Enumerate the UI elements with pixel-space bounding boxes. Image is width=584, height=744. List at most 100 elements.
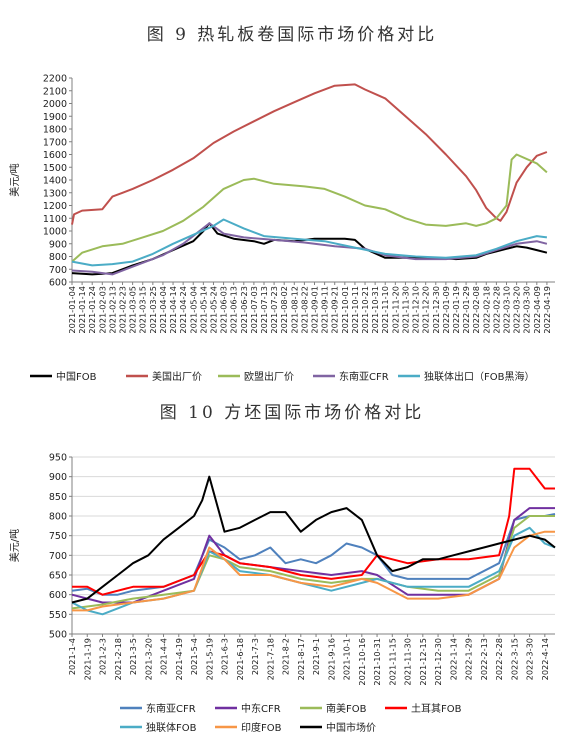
legend-label: 东南亚CFR bbox=[339, 370, 389, 383]
x-tick-label: 2021-11-15 bbox=[387, 638, 397, 686]
x-tick-label: 2022-1-14 bbox=[448, 638, 458, 680]
x-tick-label: 2021-08-02 bbox=[279, 286, 289, 334]
x-tick-label: 2021-04-24 bbox=[178, 286, 188, 334]
series-line-6 bbox=[72, 530, 555, 612]
x-tick-label: 2021-02-03 bbox=[97, 286, 107, 334]
x-tick-label: 2021-09-01 bbox=[310, 286, 320, 334]
x-tick-label: 2021-06-03 bbox=[219, 286, 229, 334]
y-axis-label: 美元/吨 bbox=[8, 163, 21, 196]
x-tick-label: 2021-7-3 bbox=[250, 638, 260, 675]
y-tick-label: 600 bbox=[49, 590, 67, 601]
x-tick-label: 2021-6-3 bbox=[220, 638, 230, 675]
legend-label: 中国市场价 bbox=[326, 721, 376, 734]
y-tick-label: 650 bbox=[49, 571, 67, 582]
x-tick-label: 2021-1-4 bbox=[67, 638, 77, 675]
chart-1: 6007008009001000110012001300140015001600… bbox=[8, 74, 555, 383]
x-tick-label: 2021-09-11 bbox=[320, 286, 330, 334]
x-tick-label: 2021-01-24 bbox=[87, 286, 97, 334]
x-tick-label: 2022-3-30 bbox=[525, 638, 535, 680]
x-tick-label: 2021-08-12 bbox=[289, 286, 299, 334]
legend-label: 中国FOB bbox=[56, 370, 97, 383]
x-tick-label: 2021-07-23 bbox=[269, 286, 279, 334]
x-tick-label: 2021-04-14 bbox=[168, 286, 178, 334]
x-tick-label: 2022-2-28 bbox=[494, 638, 504, 680]
y-tick-label: 900 bbox=[49, 472, 67, 483]
x-tick-label: 2021-7-18 bbox=[265, 638, 275, 680]
y-tick-label: 600 bbox=[49, 278, 67, 289]
y-tick-label: 1200 bbox=[43, 201, 67, 212]
series-line-5 bbox=[71, 218, 548, 267]
x-tick-label: 2021-5-4 bbox=[189, 638, 199, 675]
x-tick-label: 2021-2-18 bbox=[113, 638, 123, 680]
x-tick-label: 2021-12-20 bbox=[421, 286, 431, 334]
y-tick-label: 1600 bbox=[43, 150, 67, 161]
series-line-1 bbox=[71, 513, 556, 596]
y-tick-label: 2200 bbox=[43, 74, 67, 85]
y-tick-label: 1100 bbox=[43, 214, 67, 225]
x-tick-label: 2021-02-23 bbox=[118, 286, 128, 334]
y-tick-label: 900 bbox=[49, 239, 67, 250]
chart-title: 图 9 热轧板卷国际市场价格对比 bbox=[146, 25, 438, 45]
x-tick-label: 2022-1-29 bbox=[464, 638, 474, 680]
y-tick-label: 1500 bbox=[43, 163, 67, 174]
x-tick-label: 2021-03-25 bbox=[148, 286, 158, 334]
x-tick-label: 2021-11-30 bbox=[400, 286, 410, 334]
legend-label: 中东CFR bbox=[241, 702, 281, 715]
x-tick-label: 2021-1-19 bbox=[82, 638, 92, 680]
y-tick-label: 2000 bbox=[43, 99, 67, 110]
x-tick-label: 2022-4-14 bbox=[540, 638, 550, 680]
x-tick-label: 2022-2-13 bbox=[479, 638, 489, 680]
x-tick-label: 2021-10-21 bbox=[360, 286, 370, 334]
x-tick-label: 2021-11-20 bbox=[390, 286, 400, 334]
series-line-7 bbox=[71, 475, 556, 604]
y-axis-label: 美元/吨 bbox=[8, 529, 21, 562]
y-tick-label: 950 bbox=[49, 453, 67, 464]
x-tick-label: 2021-6-18 bbox=[235, 638, 245, 680]
x-tick-label: 2022-03-20 bbox=[512, 286, 522, 334]
legend-label: 土耳其FOB bbox=[411, 702, 462, 715]
y-tick-label: 1800 bbox=[43, 125, 67, 136]
x-tick-label: 2021-11-30 bbox=[403, 638, 413, 686]
x-tick-label: 2021-01-14 bbox=[77, 286, 87, 334]
x-tick-label: 2021-11-10 bbox=[380, 286, 390, 334]
y-tick-label: 800 bbox=[49, 512, 67, 523]
x-tick-label: 2021-09-21 bbox=[330, 286, 340, 334]
y-tick-label: 1000 bbox=[43, 227, 67, 238]
x-tick-label: 2022-02-28 bbox=[491, 286, 501, 334]
series-line-3 bbox=[71, 153, 548, 263]
x-tick-label: 2021-8-17 bbox=[296, 638, 306, 680]
legend-label: 欧盟出厂价 bbox=[244, 370, 294, 383]
legend-label: 印度FOB bbox=[241, 721, 282, 734]
x-tick-label: 2021-10-1 bbox=[342, 638, 352, 680]
x-tick-label: 2022-3-15 bbox=[509, 638, 519, 680]
x-tick-label: 2021-3-20 bbox=[143, 638, 153, 680]
x-tick-label: 2022-01-29 bbox=[461, 286, 471, 334]
x-tick-label: 2021-10-01 bbox=[340, 286, 350, 334]
x-tick-label: 2021-10-31 bbox=[372, 638, 382, 686]
x-tick-label: 2021-5-19 bbox=[204, 638, 214, 680]
x-tick-label: 2022-04-19 bbox=[542, 286, 552, 334]
x-tick-label: 2022-03-30 bbox=[522, 286, 532, 334]
x-tick-label: 2021-12-10 bbox=[411, 286, 421, 334]
legend-label: 南美FOB bbox=[326, 702, 367, 715]
legend-label: 独联体出口（FOB黑海） bbox=[424, 370, 534, 383]
y-tick-label: 500 bbox=[49, 630, 67, 641]
series-line-1 bbox=[71, 222, 548, 276]
y-tick-label: 1700 bbox=[43, 137, 67, 148]
x-tick-label: 2022-01-19 bbox=[451, 286, 461, 334]
x-tick-label: 2021-01-04 bbox=[67, 286, 77, 334]
legend-label: 独联体FOB bbox=[146, 721, 197, 734]
x-tick-label: 2022-03-10 bbox=[501, 286, 511, 334]
y-tick-label: 1900 bbox=[43, 112, 67, 123]
y-tick-label: 800 bbox=[49, 252, 67, 263]
x-tick-label: 2021-05-24 bbox=[208, 286, 218, 334]
x-tick-label: 2021-03-05 bbox=[128, 286, 138, 334]
y-tick-label: 1300 bbox=[43, 188, 67, 199]
y-tick-label: 550 bbox=[49, 610, 67, 621]
x-tick-label: 2021-12-30 bbox=[431, 286, 441, 334]
x-tick-label: 2021-12-15 bbox=[418, 638, 428, 686]
x-tick-label: 2021-8-2 bbox=[281, 638, 291, 675]
x-tick-label: 2022-02-18 bbox=[481, 286, 491, 334]
x-tick-label: 2021-05-14 bbox=[198, 286, 208, 334]
x-tick-label: 2022-02-08 bbox=[471, 286, 481, 334]
